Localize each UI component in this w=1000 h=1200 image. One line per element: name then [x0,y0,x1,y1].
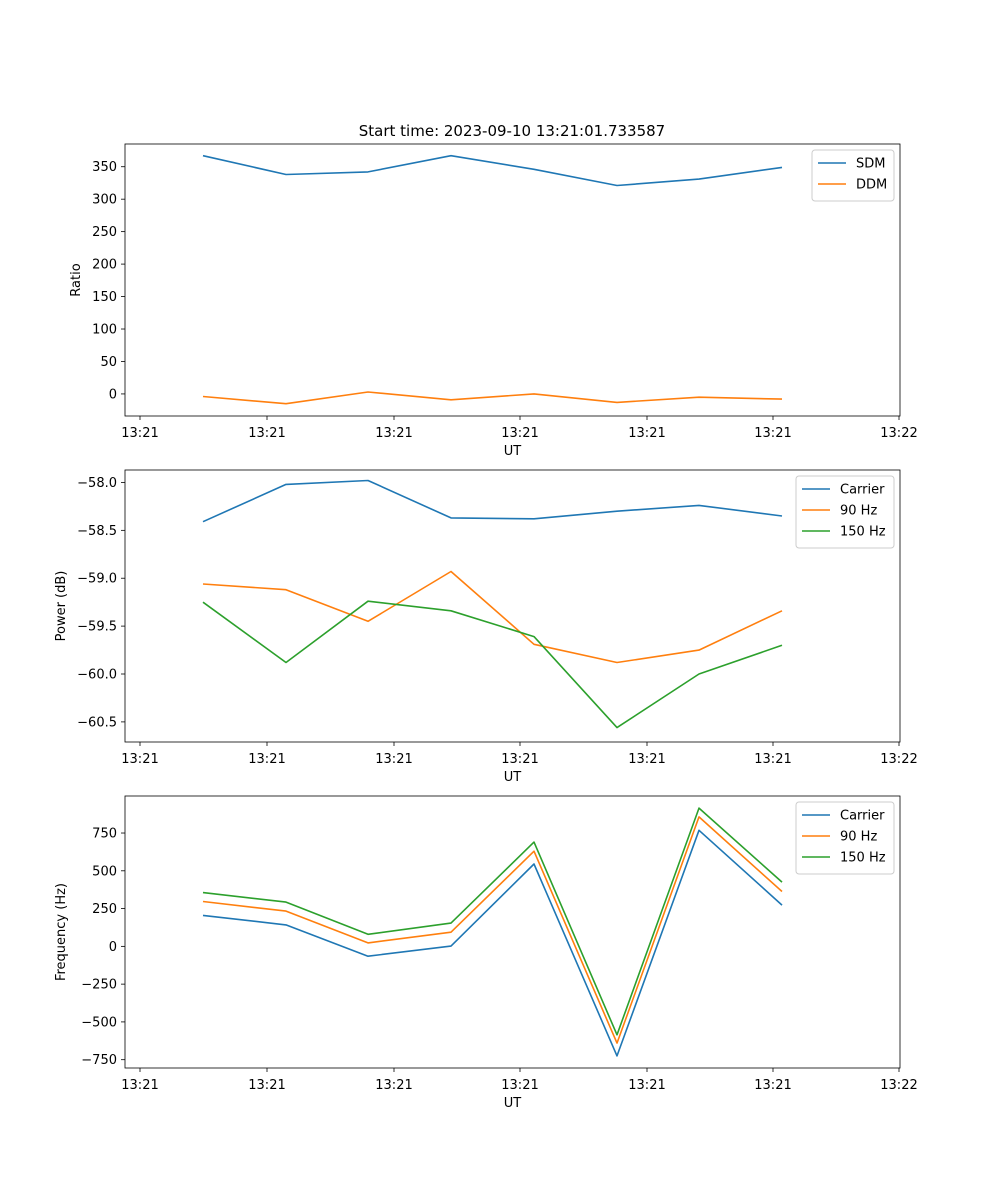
x-axis-label: UT [504,444,522,459]
legend [795,475,895,549]
series-line-150-hz [202,600,783,729]
y-axis-label: Power (dB) [54,571,69,642]
y-tick-label: 500 [92,864,117,879]
y-axis-label: Frequency (Hz) [54,883,69,981]
x-tick-label: 13:21 [248,426,285,441]
x-tick-label: 13:21 [628,426,665,441]
y-tick-label: −58.5 [77,524,117,539]
x-axis-label: UT [504,770,522,785]
y-tick-label: 200 [92,258,117,273]
x-tick-label: 13:21 [248,752,285,767]
x-tick-label: 13:21 [121,1078,158,1093]
x-tick-label: 13:21 [375,752,412,767]
y-tick-label: 0 [109,940,117,955]
legend-label: DDM [856,178,887,193]
y-tick-label: 150 [92,290,117,305]
y-tick-label: 750 [92,827,117,842]
y-tick-label: −60.0 [77,668,117,683]
legend-label: Carrier [840,809,885,824]
y-tick-label: 0 [109,387,117,402]
series-line-150-hz [202,807,783,1036]
y-tick-label: 50 [100,355,117,370]
x-tick-label: 13:21 [501,1078,538,1093]
series-line-carrier [202,479,783,523]
y-tick-label: −58.0 [77,476,117,491]
ratio-panel: 13:21 13:21 13:21 13:21 13:21 13:21 13:22 0 50 10… [69,143,918,459]
series-line-90-hz [202,816,783,1044]
y-tick-label: −60.5 [77,715,117,730]
x-tick-label: 13:22 [880,1078,917,1093]
legend-label: 90 Hz [840,504,877,519]
series-line-sdm [202,154,783,187]
series-line-ddm [202,391,783,405]
axes-frame [124,469,901,743]
x-tick-label: 13:21 [121,752,158,767]
x-tick-label: 13:21 [754,752,791,767]
x-tick-label: 13:22 [880,752,917,767]
axes-frame [124,795,901,1069]
y-tick-label: 250 [92,902,117,917]
x-axis-label: UT [504,1096,522,1111]
legend-label: 90 Hz [840,830,877,845]
axes-frame [124,143,901,417]
chart-title: Start time: 2023-09-10 13:21:01.733587 [359,122,665,140]
legend-label: 150 Hz [840,525,886,540]
y-axis-label: Ratio [69,263,84,296]
y-tick-label: −59.5 [77,620,117,635]
y-tick-label: 100 [92,323,117,338]
x-tick-label: 13:21 [501,426,538,441]
y-tick-label: −59.0 [77,572,117,587]
y-tick-label: −250 [81,978,117,993]
x-tick-label: 13:21 [628,752,665,767]
power-panel: 13:21 13:21 13:21 13:21 13:21 13:21 13:22 −58.0… [54,469,918,785]
x-tick-label: 13:22 [880,426,917,441]
y-tick-label: 250 [92,225,117,240]
series-line-carrier [202,829,783,1057]
frequency-panel: 13:21 13:21 13:21 13:21 13:21 13:21 13:22 −750 −… [54,795,918,1111]
series-line-90-hz [202,570,783,664]
legend-label: Carrier [840,483,885,498]
x-tick-label: 13:21 [501,752,538,767]
x-tick-label: 13:21 [754,1078,791,1093]
x-tick-label: 13:21 [248,1078,285,1093]
y-tick-label: 300 [92,193,117,208]
y-tick-label: 350 [92,160,117,175]
x-tick-label: 13:21 [121,426,158,441]
legend-label: 150 Hz [840,851,886,866]
x-tick-label: 13:21 [375,426,412,441]
y-tick-label: −500 [81,1015,117,1030]
x-tick-label: 13:21 [375,1078,412,1093]
x-tick-label: 13:21 [628,1078,665,1093]
y-tick-label: −750 [81,1053,117,1068]
x-tick-label: 13:21 [754,426,791,441]
legend [795,801,895,875]
legend-label: SDM [856,157,885,172]
